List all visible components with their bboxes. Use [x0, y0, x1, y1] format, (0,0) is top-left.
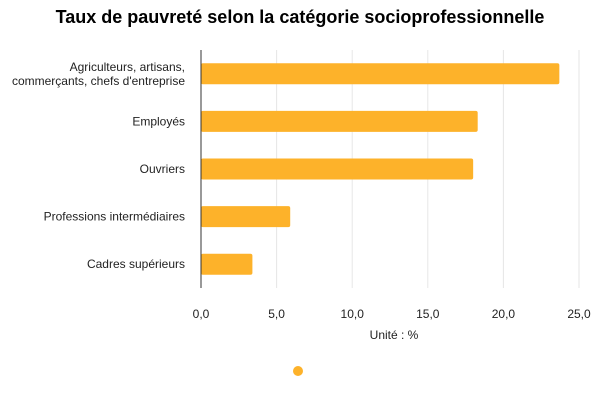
category-label-line: Professions intermédiaires [44, 210, 185, 224]
x-tick-label: 10,0 [341, 307, 365, 321]
bar[interactable] [201, 110, 478, 132]
bars [201, 63, 560, 275]
x-tick-labels: 0,0 5,0 10,0 15,0 20,0 25,0 [193, 307, 591, 321]
category-label: Agriculteurs, artisans, commerçants, chef… [12, 60, 185, 88]
x-tick-label: 0,0 [193, 307, 210, 321]
category-label-line: Cadres supérieurs [87, 257, 185, 271]
x-axis-title: Unité : % [370, 328, 419, 342]
category-label: Professions intermédiaires [44, 210, 185, 224]
x-tick-label: 15,0 [416, 307, 440, 321]
chart-title: Taux de pauvreté selon la catégorie soci… [55, 7, 545, 27]
category-label-line: Employés [132, 114, 185, 128]
bar[interactable] [201, 158, 474, 180]
x-tick-label: 20,0 [492, 307, 516, 321]
x-tick-label: 25,0 [567, 307, 591, 321]
x-tick-label: 5,0 [268, 307, 285, 321]
category-label-line: Agriculteurs, artisans, [70, 60, 185, 74]
category-label: Cadres supérieurs [87, 257, 185, 271]
category-labels: Agriculteurs, artisans, commerçants, chef… [12, 60, 185, 271]
bar[interactable] [201, 206, 291, 228]
category-label: Ouvriers [140, 162, 185, 176]
legend-marker[interactable] [293, 366, 303, 376]
category-label-line: Ouvriers [140, 162, 185, 176]
bar[interactable] [201, 253, 253, 275]
category-label: Employés [132, 114, 185, 128]
category-label-line: commerçants, chefs d'entreprise [12, 74, 185, 88]
bar[interactable] [201, 63, 560, 85]
